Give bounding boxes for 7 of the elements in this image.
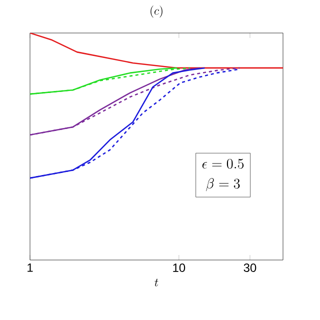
x-tick-label: 10 bbox=[173, 264, 186, 272]
chart-title: $(c)$ bbox=[150, 6, 162, 18]
x-axis-title: $t$ bbox=[154, 278, 158, 286]
annotation: $\epsilon = 0.5$ bbox=[202, 158, 244, 169]
x-tick-label: 30 bbox=[244, 264, 256, 272]
x-tick-label: 1 bbox=[28, 264, 33, 272]
annotation: $\beta = 3$ bbox=[206, 178, 240, 192]
